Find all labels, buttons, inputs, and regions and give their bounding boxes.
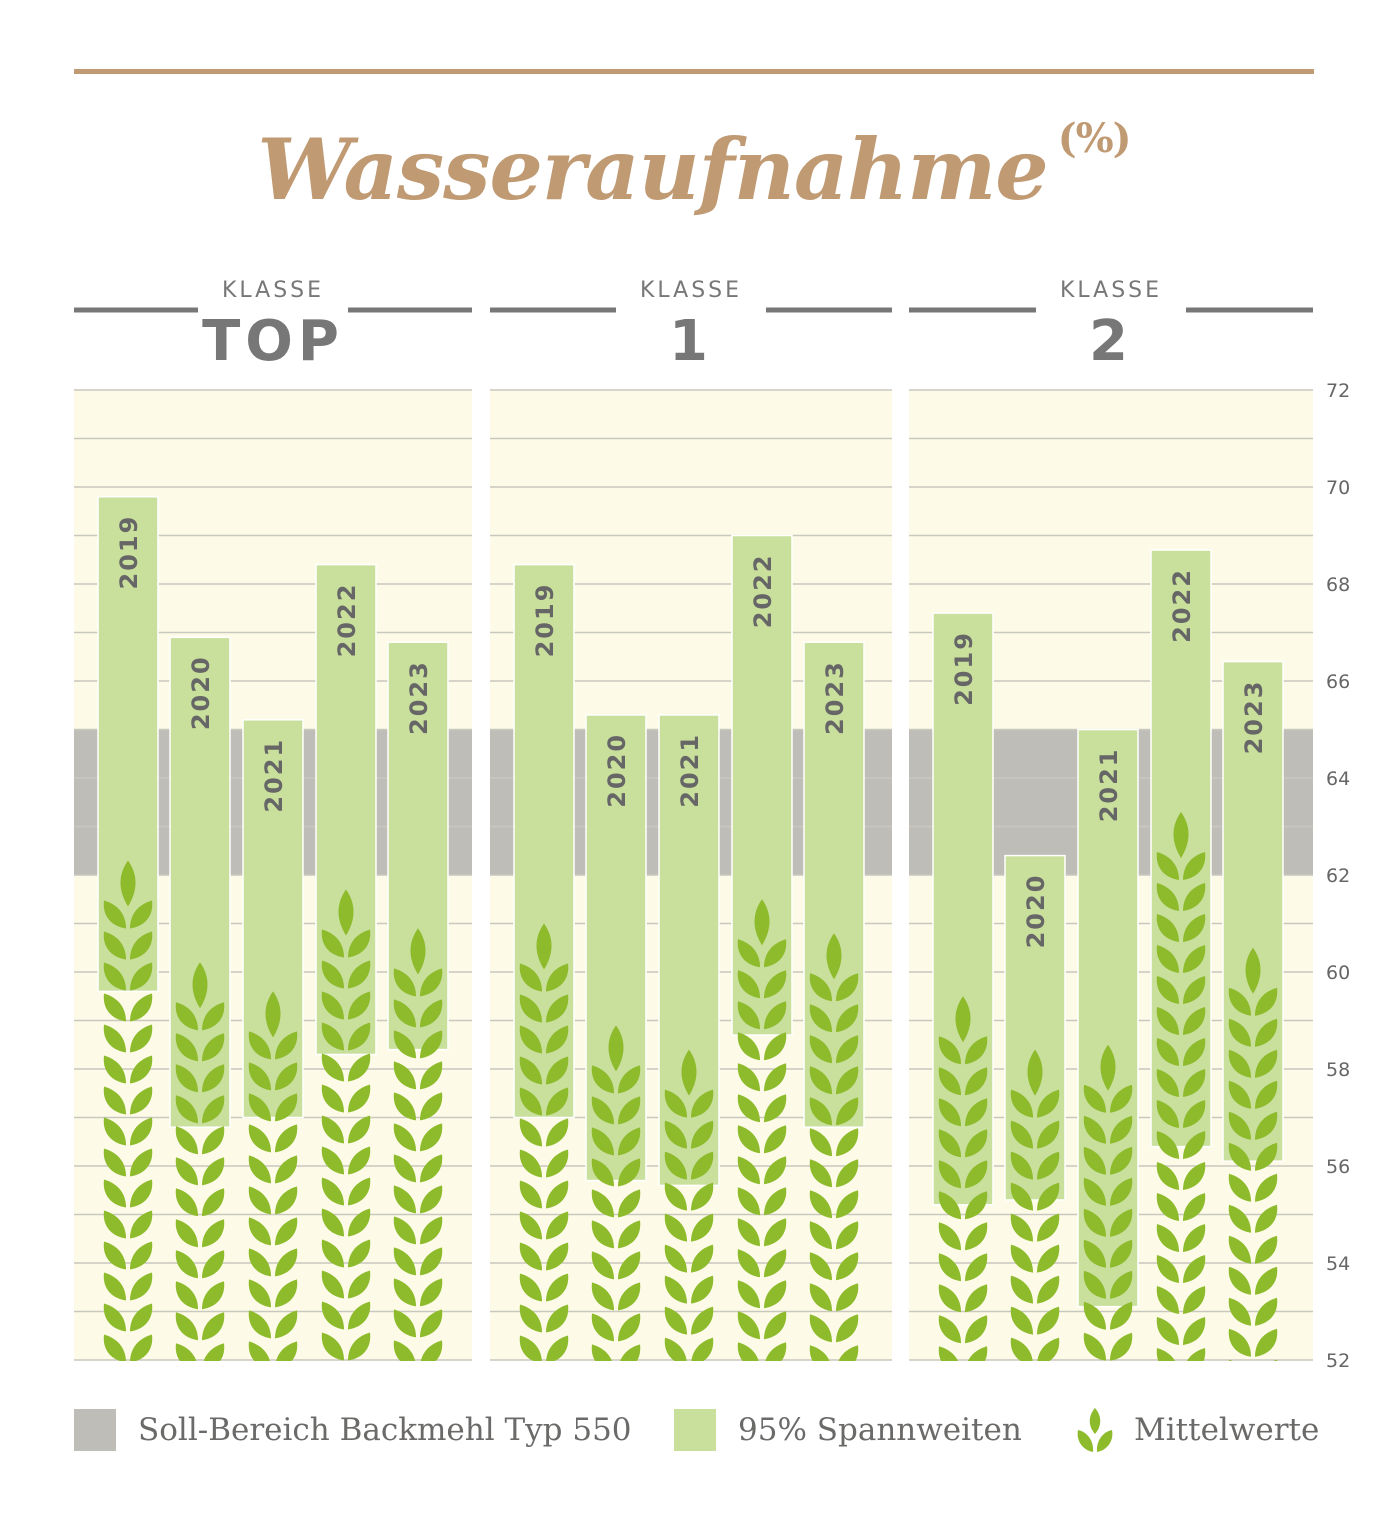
wheat-stalk (938, 996, 988, 1375)
bar-year-label: 2022 (333, 583, 361, 658)
chart-unit: (%) (1057, 115, 1132, 162)
bar-year-label: 2021 (1095, 748, 1123, 823)
range-bar (1004, 854, 1066, 1201)
legend: Soll-Bereich Backmehl Typ 550 95% Spannw… (74, 1402, 1319, 1458)
legend-label-wheat: Mittelwerte (1134, 1412, 1320, 1448)
panel-label-klasse: KLASSE (640, 278, 742, 303)
top-rule (74, 69, 1314, 74)
y-tick-label: 66 (1326, 671, 1350, 693)
wheat-stalk (1228, 947, 1278, 1388)
bar-year-label: 2020 (1022, 874, 1050, 949)
wheat-tip (1027, 1049, 1043, 1096)
bar-year-label: 2023 (405, 660, 433, 735)
wheat-stalk (321, 889, 371, 1361)
wheat-stalk (664, 1049, 714, 1366)
legend-item-gray: Soll-Bereich Backmehl Typ 550 (74, 1402, 632, 1458)
panel-label-class: 2 (1089, 309, 1133, 374)
wheat-tip (120, 860, 136, 907)
y-tick-label: 62 (1326, 865, 1350, 887)
wheat-stalk (1010, 1049, 1060, 1366)
wheat-tip (410, 928, 426, 975)
wheat-stalk (519, 923, 569, 1364)
y-tick-label: 72 (1326, 380, 1350, 402)
wheat-stalk (1083, 1044, 1133, 1361)
wheat-stalk (737, 899, 787, 1371)
y-tick-label: 70 (1326, 477, 1350, 499)
legend-swatch-green (674, 1409, 716, 1451)
legend-item-green: 95% Spannweiten (674, 1402, 1022, 1458)
wheat-tip (1245, 947, 1261, 994)
wheat-tip (681, 1049, 697, 1096)
wheat-tip (955, 996, 971, 1043)
y-tick-label: 60 (1326, 962, 1350, 984)
chart-title: Wasseraufnahme (%) (0, 115, 1388, 219)
bar-year-label: 2023 (1240, 680, 1268, 755)
wheat-tip (826, 933, 842, 980)
wheat-tip (338, 889, 354, 936)
wheat-tip (608, 1025, 624, 1072)
bar-year-label: 2022 (1168, 568, 1196, 643)
bar-year-label: 2020 (603, 733, 631, 808)
legend-item-wheat: Mittelwerte (1074, 1402, 1319, 1458)
range-bar (1222, 660, 1284, 1162)
wheat-tip (1100, 1044, 1116, 1091)
bar-year-label: 2019 (531, 583, 559, 658)
wheat-stalk (103, 860, 153, 1363)
y-tick-label: 58 (1326, 1059, 1350, 1081)
wheat-leaf-icon (1077, 1408, 1113, 1452)
legend-label-gray: Soll-Bereich Backmehl Typ 550 (138, 1412, 632, 1448)
panel-label-class: TOP (202, 309, 344, 374)
wheat-stalk (175, 962, 225, 1372)
wheat-stalk (248, 991, 298, 1370)
wheat-stalk (1156, 811, 1206, 1376)
chart-svg: KLASSE TOP 2019 2020 2021 2022 2023 KLASSE 1 2019… (0, 278, 1388, 1400)
wheat-tip (754, 899, 770, 946)
range-bar (242, 719, 304, 1119)
wheat-stalk (809, 933, 859, 1374)
bar-year-label: 2021 (676, 733, 704, 808)
chart-title-text: Wasseraufnahme (257, 120, 1048, 219)
y-tick-label: 54 (1326, 1253, 1350, 1275)
wheat-stalk (393, 928, 443, 1369)
bar-year-label: 2019 (950, 631, 978, 706)
legend-label-green: 95% Spannweiten (738, 1412, 1022, 1448)
panel-label-class: 1 (669, 309, 713, 374)
wheat-tip (1173, 811, 1189, 858)
panel-label-klasse: KLASSE (222, 278, 324, 303)
baseline-mask (0, 1361, 1388, 1400)
bar-year-label: 2020 (187, 655, 215, 730)
wheat-tip (536, 923, 552, 970)
y-tick-label: 64 (1326, 768, 1350, 790)
bar-year-label: 2019 (115, 515, 143, 590)
panel-label-klasse: KLASSE (1060, 278, 1162, 303)
bar-year-label: 2021 (260, 738, 288, 813)
y-tick-label: 52 (1326, 1350, 1350, 1372)
bar-year-label: 2022 (749, 554, 777, 629)
range-bar (513, 563, 575, 1119)
wheat-tip (192, 962, 208, 1009)
wheat-tip (265, 991, 281, 1038)
wheat-stalk (591, 1025, 641, 1373)
y-tick-label: 68 (1326, 574, 1350, 596)
legend-swatch-gray (74, 1409, 116, 1451)
bar-year-label: 2023 (821, 660, 849, 735)
y-tick-label: 56 (1326, 1156, 1350, 1178)
